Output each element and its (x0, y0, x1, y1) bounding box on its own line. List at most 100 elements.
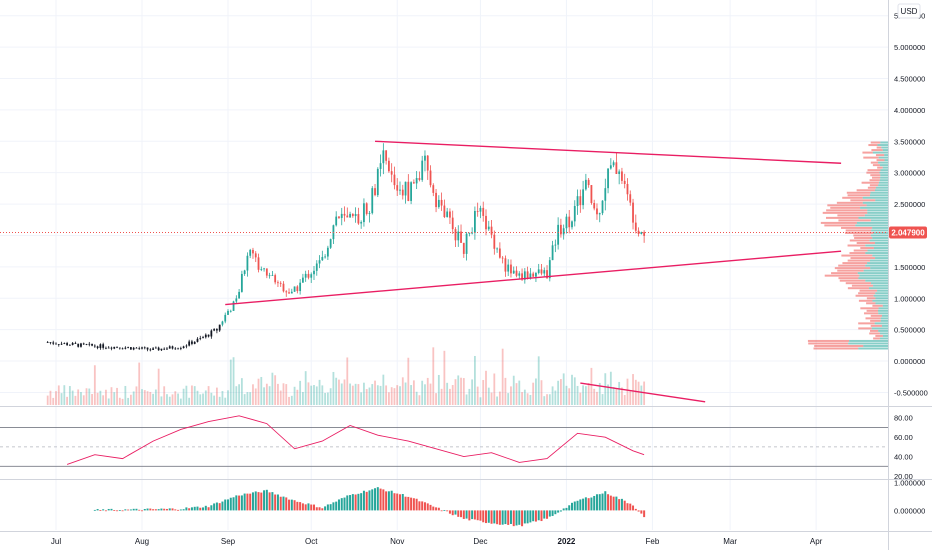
volume-bar (535, 378, 537, 405)
macd-bar (251, 492, 254, 511)
volume-bar (573, 377, 576, 405)
grid (0, 0, 888, 530)
macd-bar (557, 510, 560, 513)
profile-bar-sell (841, 254, 873, 257)
candle-body (421, 160, 424, 180)
macd-bar (118, 510, 121, 511)
profile-bar-buy (863, 269, 888, 272)
volume-bar (584, 386, 587, 405)
volume-bar (77, 389, 80, 405)
candle-body (55, 343, 57, 345)
currency-badge (897, 3, 921, 19)
candle-body (315, 263, 318, 271)
x-tick-label: Dec (473, 537, 487, 546)
macd-tick-label: 0.000000 (894, 506, 925, 515)
macd-bar (343, 497, 346, 511)
candle-body (390, 171, 393, 175)
macd-bar (468, 510, 471, 521)
volume-bar (152, 393, 154, 405)
trendline (580, 382, 706, 403)
volume-bar (143, 390, 146, 405)
candle-body (63, 343, 66, 344)
macd-bar (346, 495, 349, 511)
profile-bar-buy (881, 146, 888, 149)
candle-body (146, 347, 149, 350)
volume-bar (338, 379, 340, 405)
candle-body (143, 347, 146, 349)
volume-bar (213, 395, 216, 405)
macd-bar (351, 494, 354, 511)
macd-bar (285, 497, 288, 511)
candle-body (535, 272, 537, 277)
candle-body (360, 222, 363, 224)
macd-bar (634, 508, 637, 511)
candle-body (365, 203, 368, 214)
volume-bar (80, 392, 82, 405)
candle-body (579, 196, 582, 206)
candle-body (57, 344, 60, 345)
volume-bar (102, 395, 105, 405)
profile-bar-buy (865, 244, 888, 247)
profile-bar-buy (875, 292, 888, 295)
volume-bar (232, 357, 235, 405)
candle-body (504, 258, 507, 272)
volume-bar (374, 380, 376, 405)
volume-bar (243, 394, 246, 405)
x-tick-label: Mar (723, 537, 737, 546)
macd-bar (632, 505, 635, 511)
macd-bar (482, 510, 485, 523)
volume-bar (487, 387, 490, 405)
profile-bar-buy (879, 179, 888, 182)
y-tick-label: 0.500000 (894, 326, 925, 335)
candle-body (451, 217, 454, 230)
candle-body (124, 347, 127, 349)
volume-bar (571, 374, 573, 405)
candle-body (643, 232, 646, 236)
profile-bar-buy (858, 216, 888, 219)
macd-bar (276, 494, 279, 511)
volume-bar (385, 385, 388, 405)
macd-bar (620, 498, 623, 511)
profile-bar-sell (825, 216, 859, 219)
macd-bar (396, 493, 399, 511)
volume-bar (157, 368, 160, 405)
macd-bar (132, 508, 135, 511)
macd-bar (435, 507, 438, 511)
profile-bar-buy (865, 279, 888, 282)
macd-bar (496, 510, 499, 525)
candle-body (637, 230, 640, 235)
volume-bar (609, 371, 612, 405)
profile-bar-sell (856, 242, 876, 244)
volume-bar (596, 391, 598, 405)
trendlines[interactable] (225, 140, 842, 403)
candle-body (299, 282, 302, 292)
macd-bar (229, 497, 232, 511)
macd-bar (637, 510, 640, 512)
profile-bar-sell (842, 262, 868, 265)
volume-bar (501, 348, 504, 405)
volume-bar (160, 396, 163, 405)
candle-body (218, 324, 221, 331)
candle-body (49, 342, 52, 344)
macd-bar (102, 509, 105, 511)
volume-bar (363, 382, 365, 405)
volume-bar (548, 394, 551, 405)
candle-body (199, 338, 202, 339)
profile-bar-buy (878, 309, 888, 312)
profile-bar-buy (878, 312, 888, 315)
volume-bar (493, 373, 496, 405)
volume-bar (340, 383, 343, 405)
y-tick-label: 0.000000 (894, 357, 925, 366)
volume-bar (116, 387, 118, 405)
profile-bar-buy (865, 252, 888, 255)
volume-bar (318, 379, 321, 405)
macd-bar (640, 510, 643, 514)
candle-body (587, 179, 590, 186)
macd-bar (99, 510, 102, 511)
x-tick-label: Jul (51, 537, 61, 546)
volume-bar (99, 390, 102, 405)
macd-bar (465, 510, 468, 519)
volume-bar (432, 347, 435, 405)
